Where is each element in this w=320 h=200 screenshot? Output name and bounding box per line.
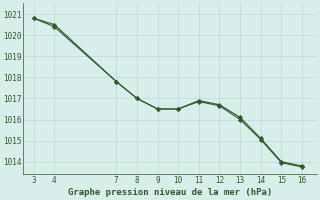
X-axis label: Graphe pression niveau de la mer (hPa): Graphe pression niveau de la mer (hPa)	[68, 188, 272, 197]
